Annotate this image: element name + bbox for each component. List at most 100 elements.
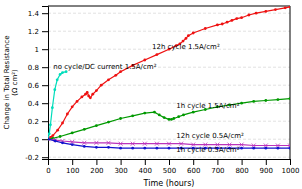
marker — [95, 146, 98, 149]
tick: 200 — [90, 159, 103, 175]
marker — [56, 78, 59, 81]
tick-label: 100 — [66, 167, 79, 175]
marker — [192, 111, 195, 114]
tick-label: 200 — [90, 167, 103, 175]
marker — [182, 40, 185, 43]
marker — [83, 128, 86, 131]
tick-mark — [72, 159, 73, 165]
marker — [100, 84, 103, 87]
marker — [264, 99, 267, 102]
marker — [89, 96, 92, 99]
marker — [95, 124, 98, 127]
tick-label: 400 — [139, 167, 152, 175]
y-axis-title: Change in Total Resistance(Ω cm²) — [3, 36, 19, 130]
marker — [53, 88, 56, 91]
y-axis-title-line: (Ω cm²) — [11, 69, 19, 96]
marker — [274, 8, 277, 11]
series-markers — [48, 6, 290, 141]
marker — [131, 142, 135, 146]
tick: 0 — [35, 136, 48, 144]
annotation: 12h cycle 1.5A/cm² — [152, 43, 220, 51]
marker — [119, 117, 122, 120]
tick-label: 900 — [260, 167, 273, 175]
frame — [290, 6, 291, 159]
marker — [143, 112, 146, 115]
tick-mark — [42, 13, 48, 14]
tick-label: 600 — [187, 167, 200, 175]
tick-mark — [96, 159, 97, 165]
tick-mark — [42, 103, 48, 104]
tick: -0.2 — [25, 154, 48, 162]
marker — [48, 138, 49, 141]
marker — [240, 147, 243, 150]
marker — [51, 134, 54, 137]
marker — [54, 140, 57, 143]
marker — [119, 147, 122, 150]
marker — [71, 132, 74, 135]
tick-label: 0 — [35, 136, 39, 144]
tick-mark — [42, 67, 48, 68]
marker — [156, 147, 159, 150]
marker — [187, 34, 190, 37]
y-axis: -0.200.20.40.60.811.21.4 — [25, 7, 48, 162]
marker — [155, 142, 159, 146]
marker — [80, 96, 83, 99]
grid-line — [48, 121, 290, 122]
marker — [56, 129, 59, 132]
tick: 900 — [260, 159, 273, 175]
marker — [235, 17, 238, 20]
marker — [91, 93, 94, 96]
marker — [240, 102, 243, 105]
marker — [216, 24, 219, 27]
marker — [289, 97, 290, 100]
marker — [66, 113, 69, 116]
tick-label: 300 — [114, 167, 127, 175]
marker — [86, 91, 89, 94]
tick: 100 — [66, 159, 79, 175]
marker — [168, 118, 171, 121]
marker — [167, 142, 171, 146]
tick-mark — [290, 159, 291, 165]
grid-line — [48, 31, 290, 32]
plot: 01002003004005006007008009001000-0.200.2… — [25, 6, 299, 175]
marker — [119, 142, 123, 146]
marker — [252, 100, 255, 103]
annotations: no cycle/DC current 1.5A/cm² 12h cycle 1.… — [53, 43, 244, 154]
marker — [59, 73, 62, 76]
marker — [131, 114, 134, 117]
marker — [277, 147, 280, 150]
series-markers — [48, 70, 68, 140]
frame — [48, 6, 290, 7]
marker — [61, 71, 64, 74]
marker — [143, 142, 147, 146]
tick: 400 — [139, 159, 152, 175]
marker — [221, 23, 224, 26]
tick: 1.4 — [28, 10, 48, 18]
tick-label: 1000 — [282, 167, 300, 175]
tick: 0.2 — [28, 118, 48, 126]
tick-mark — [266, 159, 267, 165]
marker — [284, 6, 287, 9]
marker — [264, 147, 267, 150]
marker — [107, 121, 110, 124]
marker — [107, 78, 110, 81]
chart-container: 01002003004005006007008009001000-0.200.2… — [0, 0, 302, 189]
annotation: no cycle/DC current 1.5A/cm² — [53, 63, 156, 71]
axis-line — [49, 160, 291, 166]
tick-label: 0.8 — [28, 64, 39, 72]
tick-mark — [42, 31, 48, 32]
marker — [83, 145, 86, 148]
marker — [49, 123, 52, 126]
tick-mark — [42, 85, 48, 86]
tick-label: 1.4 — [28, 10, 40, 18]
marker — [163, 116, 166, 119]
series-line — [48, 72, 66, 140]
axis-line — [42, 7, 49, 160]
marker — [192, 32, 195, 35]
marker — [240, 143, 244, 147]
tick-mark — [42, 139, 48, 140]
series-line — [48, 139, 290, 145]
marker — [185, 37, 188, 40]
tick-mark — [121, 159, 122, 165]
series-markers — [48, 97, 290, 140]
